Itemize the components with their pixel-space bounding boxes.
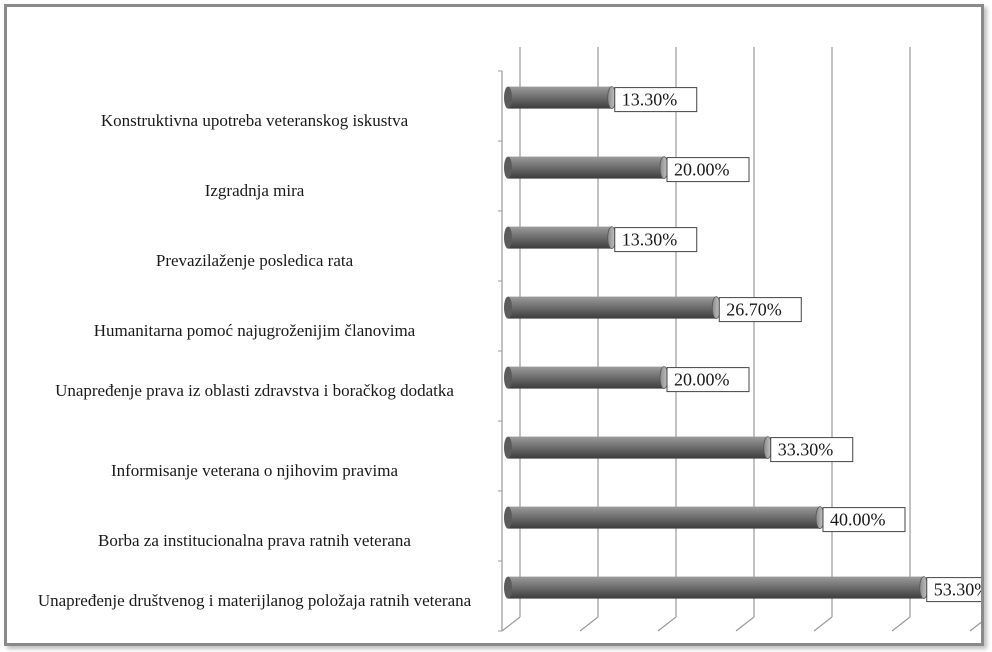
gridline-floor [657, 616, 677, 632]
bar-1 [508, 86, 612, 109]
gridline-floor [735, 616, 755, 632]
value-label: 13.30% [622, 90, 678, 110]
bar-5 [508, 366, 664, 389]
bars [504, 86, 929, 599]
bar-7 [508, 506, 820, 529]
bar-4 [508, 296, 717, 319]
bar-start-cap [504, 226, 512, 249]
bar-start-cap [504, 506, 512, 529]
category-label: Konstruktivna upotreba veteranskog iskus… [100, 110, 409, 130]
gridline-floor [813, 616, 833, 632]
bar-start-cap [504, 436, 512, 459]
value-label-box [718, 297, 802, 323]
gridline-floor [579, 616, 599, 632]
value-label: 26.70% [726, 300, 782, 320]
gridline-floor [969, 621, 981, 632]
bar-start-cap [504, 576, 512, 599]
bar-start-cap [504, 366, 512, 389]
value-label-box [614, 87, 698, 113]
bar-start-cap [504, 156, 512, 179]
value-label-box [614, 227, 698, 253]
gridline-floor [891, 616, 911, 632]
gridline-floor [501, 616, 521, 632]
category-label: Borba za institucionalna prava ratnih ve… [98, 530, 411, 550]
value-label: 33.30% [778, 440, 834, 460]
value-label: 53.30% [934, 580, 981, 600]
bar-start-cap [504, 296, 512, 319]
value-label: 40.00% [830, 510, 886, 530]
value-label-box [926, 577, 981, 603]
bar-start-cap [504, 86, 512, 109]
value-label: 13.30% [622, 230, 678, 250]
category-label: Unapređenje prava iz oblasti zdravstva i… [55, 380, 454, 400]
value-labels: 13.30% 20.00% 13.30% 26.70% 20.00% 33.30% 40.0… [614, 87, 981, 603]
category-label: Izgradnja mira [204, 180, 305, 200]
bar-chart: 13.30% 20.00% 13.30% 26.70% 20.00% 33.30% 40.0… [498, 47, 981, 632]
value-label-box [666, 367, 750, 393]
value-label: 20.00% [674, 160, 730, 180]
gridlines [498, 47, 981, 632]
category-label: Prevazilaženje posledica rata [155, 250, 354, 270]
value-label-box [822, 507, 906, 533]
category-label: Informisanje veterana o njihovim pravima [110, 460, 399, 480]
chart-frame: 13.30% 20.00% 13.30% 26.70% 20.00% 33.30% 40.0… [4, 4, 984, 646]
category-label: Unapređenje društvenog i materijlanog po… [37, 590, 472, 610]
value-label-box [666, 157, 750, 183]
bar-6 [508, 436, 768, 459]
value-label-box [770, 437, 854, 463]
category-label: Humanitarna pomoć najugroženijim članovi… [93, 320, 416, 340]
bar-8 [508, 576, 924, 599]
bar-3 [508, 226, 612, 249]
value-label: 20.00% [674, 370, 730, 390]
bar-2 [508, 156, 664, 179]
